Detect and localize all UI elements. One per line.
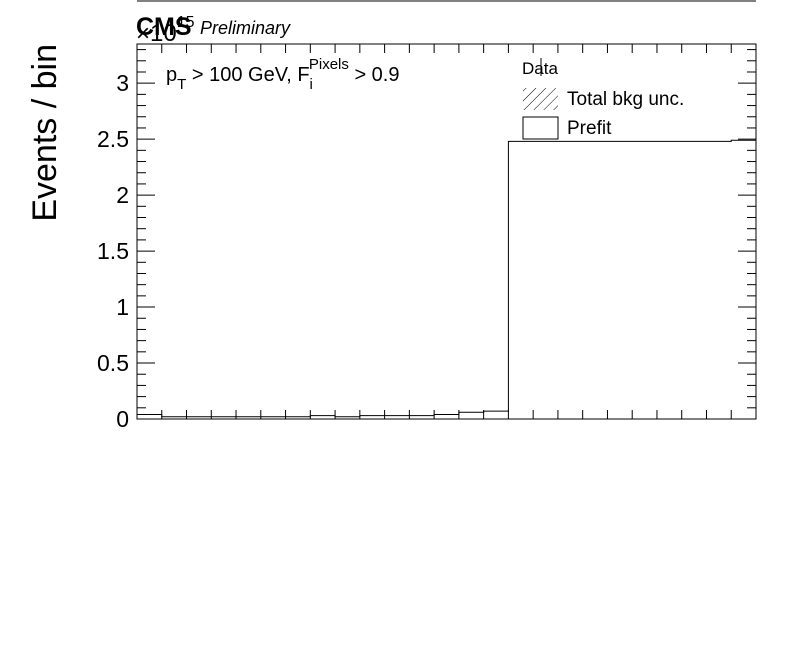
y-tick-label: 2.5 <box>97 126 129 152</box>
histogram-bin <box>583 141 608 419</box>
histogram-bin <box>558 141 583 419</box>
histogram-bin <box>607 141 632 419</box>
annotation-f-sup: Pixels <box>309 56 349 73</box>
histogram-bin <box>682 141 707 419</box>
annotation-f-sub: i <box>310 76 313 93</box>
legend-prefit-label: Prefit <box>567 118 612 139</box>
y-tick-label: 0.5 <box>97 350 129 376</box>
histogram-bin <box>385 416 410 419</box>
histogram-bin <box>706 141 731 419</box>
histogram-bin <box>632 141 657 419</box>
annotation-pt: p <box>166 64 177 86</box>
y-axis-label: Events / bin <box>26 44 64 222</box>
histogram-bin <box>310 416 335 419</box>
histogram-bin <box>360 416 385 419</box>
histogram <box>137 139 756 419</box>
y-tick-label: 2 <box>116 182 129 208</box>
histogram-outline <box>137 139 756 418</box>
histogram-bin <box>508 141 533 419</box>
legend-prefit-swatch <box>522 116 559 140</box>
histogram-bin <box>137 415 162 419</box>
y-exponent-base: ×10 <box>136 20 177 47</box>
legend-hatch-swatch <box>523 88 558 110</box>
annotation-end: > 0.9 <box>349 64 400 86</box>
y-axis-ticks: 0 0.5 1 1.5 2 2.5 3 <box>97 49 756 432</box>
y-tick-label: 1 <box>116 294 129 320</box>
histogram-bin <box>657 141 682 419</box>
y-tick-label: 0 <box>116 406 129 432</box>
legend-data-label: Data <box>522 59 558 78</box>
selection-annotation: pT > 100 GeV, Fi Pixels > 0.9 <box>166 56 400 93</box>
experiment-label: CMS <box>136 13 192 41</box>
histogram-bin <box>731 140 756 419</box>
y-tick-label: 3 <box>116 70 129 96</box>
legend-unc-label: Total bkg unc. <box>567 89 684 110</box>
legend: Data Total bkg unc. Prefit <box>522 58 684 140</box>
histogram-bin <box>409 416 434 419</box>
x-axis-ticks <box>136 44 757 419</box>
y-exponent-power: 15 <box>177 14 195 31</box>
status-label: Preliminary <box>200 18 291 38</box>
histogram-bin <box>459 412 484 419</box>
histogram-bin <box>533 141 558 419</box>
histogram-bin <box>484 411 509 419</box>
y-tick-label: 1.5 <box>97 238 129 264</box>
histogram-bin <box>434 415 459 419</box>
plot-frame <box>136 43 757 420</box>
annotation-pt-sub: T <box>177 76 186 93</box>
annotation-mid: > 100 GeV, F <box>186 64 309 86</box>
y-exponent: ×1015 <box>136 14 195 47</box>
